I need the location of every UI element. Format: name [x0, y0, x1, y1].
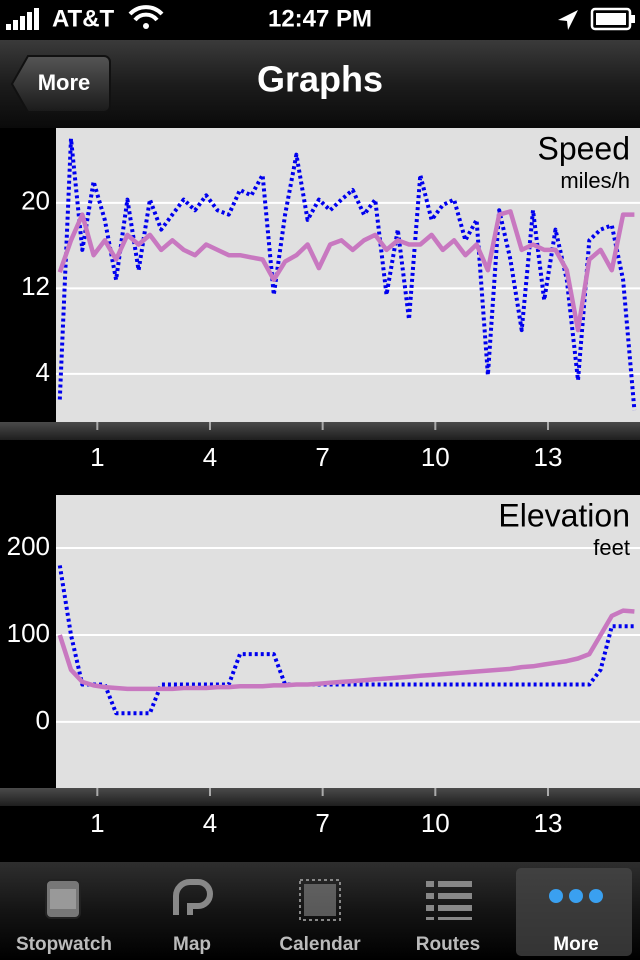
map-icon — [173, 879, 213, 915]
signal-icon — [6, 8, 39, 30]
tab-label[interactable]: Routes — [416, 934, 480, 955]
x-tick-label: 7 — [315, 442, 329, 472]
battery-icon — [590, 7, 635, 31]
series-line — [57, 209, 635, 333]
wifi-icon — [128, 5, 164, 29]
carrier: AT&T — [52, 5, 115, 32]
chart-subtitle: feet — [593, 535, 630, 560]
clock: 12:47 PM — [268, 5, 372, 32]
y-tick-label: 20 — [21, 186, 50, 216]
series-line — [57, 136, 637, 411]
back-label[interactable]: More — [38, 70, 91, 95]
chart-title: Elevation — [498, 497, 630, 533]
tab-label[interactable]: Calendar — [279, 934, 361, 955]
nav-title: Graphs — [257, 59, 383, 100]
y-tick-label: 0 — [36, 705, 50, 735]
x-axis-band — [0, 422, 640, 440]
x-tick-label: 1 — [90, 808, 104, 838]
x-tick-label: 7 — [315, 808, 329, 838]
plot-area — [56, 495, 640, 788]
y-tick-label: 100 — [7, 618, 50, 648]
series-line — [57, 608, 635, 692]
more-icon — [549, 889, 603, 903]
chart-subtitle: miles/h — [560, 168, 630, 193]
y-tick-label: 4 — [36, 357, 50, 387]
series-line — [57, 565, 635, 716]
chart-title: Speed — [537, 130, 630, 166]
x-axis-band — [0, 788, 640, 806]
x-tick-label: 10 — [421, 808, 450, 838]
plot-area — [56, 128, 640, 422]
stopwatch-icon — [45, 879, 81, 919]
routes-icon — [426, 881, 472, 920]
tab-label[interactable]: Stopwatch — [16, 934, 112, 955]
status-bar — [0, 0, 640, 40]
tab-selected — [516, 868, 632, 956]
x-tick-label: 13 — [534, 808, 563, 838]
x-tick-label: 13 — [534, 442, 563, 472]
location-icon — [558, 10, 578, 30]
y-tick-label: 12 — [21, 271, 50, 301]
calendar-icon — [299, 879, 341, 921]
x-tick-label: 1 — [90, 442, 104, 472]
y-tick-label: 200 — [7, 531, 50, 561]
x-tick-label: 4 — [203, 808, 217, 838]
back-button[interactable] — [10, 55, 111, 113]
x-tick-label: 10 — [421, 442, 450, 472]
x-tick-label: 4 — [203, 442, 217, 472]
tab-label[interactable]: More — [553, 934, 598, 955]
tab-label[interactable]: Map — [173, 934, 211, 955]
